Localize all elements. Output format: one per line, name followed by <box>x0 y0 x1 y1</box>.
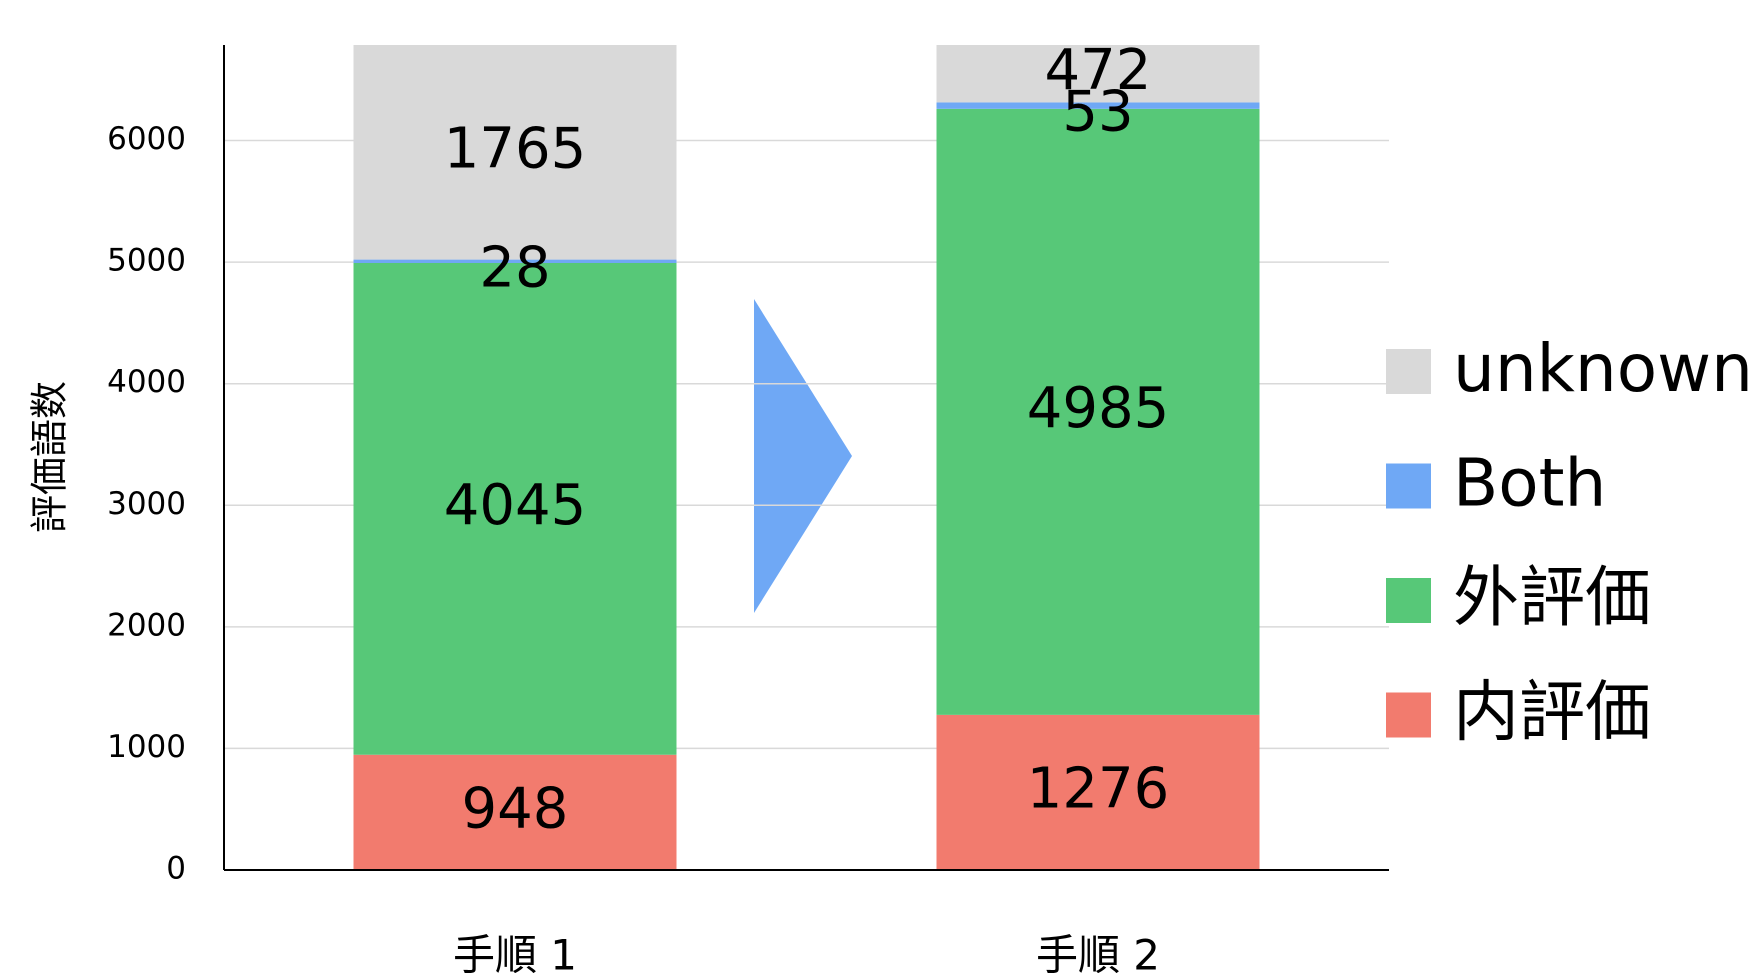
y-tick-label: 1000 <box>107 729 186 765</box>
legend-swatch <box>1386 349 1431 394</box>
legend-label: Both <box>1453 445 1606 522</box>
bar-segment <box>353 754 677 870</box>
legend-swatch <box>1386 463 1431 509</box>
bar-segment <box>936 714 1260 870</box>
x-tick-label: 手順 1 <box>453 931 577 973</box>
data-label: 53 <box>1062 80 1133 145</box>
bar-segment <box>353 45 677 260</box>
legend-swatch <box>1386 578 1431 623</box>
y-axis-label: 評価語数 <box>28 381 72 533</box>
legend-label: unknown <box>1453 330 1753 407</box>
x-tick-label: 手順 2 <box>1036 931 1160 973</box>
y-tick-label: 2000 <box>107 607 186 643</box>
bar-segment <box>936 45 1260 103</box>
y-tick-label: 6000 <box>107 121 186 157</box>
data-label: 28 <box>479 235 550 300</box>
bar-segment <box>353 262 677 755</box>
data-label: 948 <box>462 777 569 842</box>
data-label: 472 <box>1045 38 1152 103</box>
legend-swatch <box>1386 692 1431 738</box>
data-label: 1765 <box>444 116 587 181</box>
data-label: 1276 <box>1027 757 1170 822</box>
arrow <box>754 299 852 613</box>
bar-segment <box>353 259 677 263</box>
data-label: 4985 <box>1027 376 1170 441</box>
legend-label: 内評価 <box>1453 674 1651 751</box>
bar-segment <box>936 108 1260 715</box>
data-label: 4045 <box>444 473 587 538</box>
bar-segment <box>936 102 1260 109</box>
y-tick-label: 3000 <box>107 486 186 522</box>
legend-label: 外評価 <box>1453 559 1651 636</box>
y-tick-label: 0 <box>166 851 186 887</box>
y-tick-label: 5000 <box>107 243 186 279</box>
y-tick-label: 4000 <box>107 364 186 400</box>
